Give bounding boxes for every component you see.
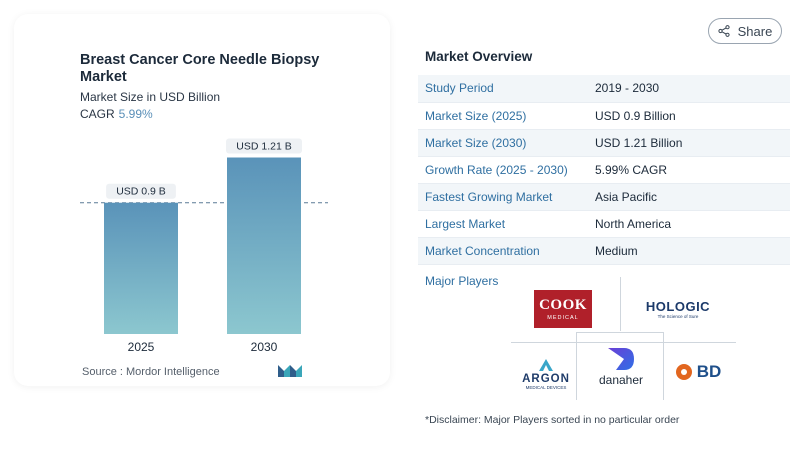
overview-row: Market Concentration Medium — [418, 237, 790, 265]
cagr-value: 5.99% — [118, 107, 153, 121]
argon-medical-logo: ARGON MEDICAL DEVICES — [517, 356, 575, 392]
bd-logo: BD — [670, 360, 726, 384]
data-label-box — [226, 138, 302, 154]
overview-row-label: Fastest Growing Market — [418, 183, 588, 211]
data-label: USD 1.21 B — [236, 141, 291, 153]
overview-row-value: USD 0.9 Billion — [588, 102, 790, 130]
data-label-box — [106, 183, 176, 199]
overview-row: Market Size (2030) USD 1.21 Billion — [418, 129, 790, 157]
x-tick-label: 2030 — [251, 340, 278, 354]
danaher-logo: danaher — [584, 344, 658, 388]
divider — [620, 277, 621, 331]
divider — [576, 332, 664, 333]
cagr-label: CAGR — [80, 107, 115, 121]
overview-row-label: Market Size (2030) — [418, 129, 588, 157]
cook-logo-name: COOK — [539, 297, 587, 313]
overview-row: Market Size (2025) USD 0.9 Billion — [418, 102, 790, 130]
argon-mark-icon — [539, 358, 553, 371]
overview-row: Study Period 2019 - 2030 — [418, 75, 790, 103]
overview-row-label: Largest Market — [418, 210, 588, 238]
bd-logo-name: BD — [696, 362, 722, 381]
cagr-line: CAGR 5.99% — [80, 107, 153, 121]
bar-2030 — [227, 157, 301, 334]
share-button[interactable]: Share — [708, 18, 782, 44]
chart-subtitle: Market Size in USD Billion — [80, 90, 221, 104]
mordor-intelligence-logo — [278, 365, 302, 377]
overview-title: Market Overview — [425, 49, 533, 64]
overview-row: Growth Rate (2025 - 2030) 5.99% CAGR — [418, 156, 790, 184]
danaher-mark-icon — [608, 347, 634, 370]
hologic-logo-sub: The Science of Sure — [657, 314, 699, 319]
overview-row-value: 2019 - 2030 — [588, 75, 790, 103]
chart-title: Breast Cancer Core Needle Biopsy Market — [80, 52, 320, 85]
share-label: Share — [737, 23, 773, 39]
overview-row: Fastest Growing Market Asia Pacific — [418, 183, 790, 211]
overview-row-value: Asia Pacific — [588, 183, 790, 211]
overview-row-value: USD 1.21 Billion — [588, 129, 790, 157]
data-label: USD 0.9 B — [116, 186, 166, 198]
overview-row-value: North America — [588, 210, 790, 238]
danaher-logo-name: danaher — [598, 372, 644, 387]
overview-row-label: Growth Rate (2025 - 2030) — [418, 156, 588, 184]
argon-logo-name: ARGON — [522, 372, 570, 385]
hologic-logo-name: HOLOGIC — [645, 299, 711, 314]
bar-2025 — [104, 202, 178, 334]
source-note: Source : Mordor Intelligence — [82, 366, 220, 378]
major-players-title: Major Players — [425, 274, 499, 288]
divider — [663, 332, 664, 400]
overview-row-label: Market Size (2025) — [418, 102, 588, 130]
hologic-logo: HOLOGIC The Science of Sure — [640, 296, 716, 322]
chart-card — [14, 14, 390, 386]
cook-logo-sub: MEDICAL — [547, 315, 579, 321]
divider — [511, 342, 736, 343]
overview-row-label: Study Period — [418, 75, 588, 103]
cook-medical-logo: COOK MEDICAL — [534, 290, 592, 328]
divider — [576, 332, 577, 400]
disclaimer: *Disclaimer: Major Players sorted in no … — [425, 414, 680, 426]
overview-row-value: 5.99% CAGR — [588, 156, 790, 184]
share-icon — [718, 25, 730, 37]
overview-row-label: Market Concentration — [418, 237, 588, 265]
bd-sun-icon — [675, 364, 692, 380]
x-tick-label: 2025 — [128, 340, 155, 354]
argon-logo-sub: MEDICAL DEVICES — [525, 384, 567, 390]
market-overview-table: Study Period 2019 - 2030 Market Size (2025… — [418, 75, 790, 265]
overview-row: Largest Market North America — [418, 210, 790, 238]
bar-chart: USD 0.9 B 2025 USD 1.21 B 2030 — [80, 138, 328, 354]
overview-row-value: Medium — [588, 237, 790, 265]
